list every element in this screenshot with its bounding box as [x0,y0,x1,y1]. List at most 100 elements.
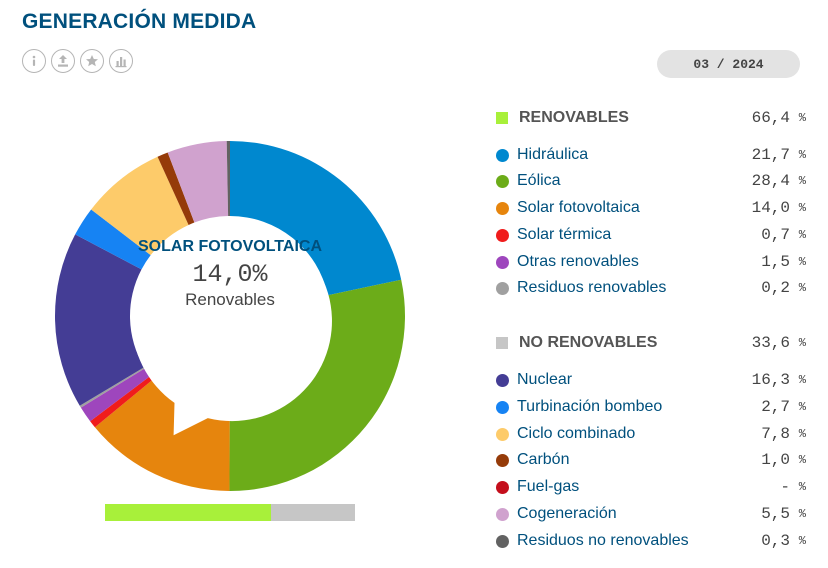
legend-unit: % [798,201,806,215]
page-title: GENERACIÓN MEDIDA [22,10,257,33]
info-icon[interactable] [22,49,46,73]
donut-slice-residuos-no-renovables[interactable] [226,141,230,217]
legend-swatch [496,337,508,349]
legend-group-non-renewables[interactable]: NO RENOVABLES 33,6 % [496,331,806,355]
legend-dot [496,228,509,242]
legend-dot [496,480,509,494]
legend-unit: % [798,228,806,242]
legend-item-label: Solar fotovoltaica [517,199,640,216]
legend-unit: % [798,480,806,494]
highlight-bubble [131,221,332,436]
favorite-star-icon[interactable] [80,49,104,73]
legend-item-residuos-renovables[interactable]: Residuos renovables 0,2 % [496,276,806,300]
highlight-label: SOLAR FOTOVOLTAICA [138,238,322,255]
legend-item-value: 1,5 [761,253,790,271]
legend-unit: % [798,453,806,467]
legend-item-ciclo-combinado[interactable]: Ciclo combinado 7,8 % [496,422,806,446]
legend-group-label: RENOVABLES [519,109,629,126]
legend-item-value: - [780,478,790,496]
legend-item-value: 16,3 [751,371,790,389]
legend-unit: % [798,111,806,125]
legend-item-fuel-gas[interactable]: Fuel-gas - % [496,475,806,499]
legend-dot [496,400,509,414]
donut-slice-solar-fotovoltaica[interactable] [94,379,230,491]
donut-slice-eolica[interactable] [229,279,405,491]
donut-slice-cogeneracion[interactable] [167,141,229,223]
legend-item-otras-renovables[interactable]: Otras renovables 1,5 % [496,250,806,274]
legend-dot [496,534,509,548]
legend-unit: % [798,507,806,521]
legend-dot [496,201,509,215]
legend-item-label: Fuel-gas [517,478,580,495]
legend-item-value: 5,5 [761,505,790,523]
legend-dot [496,255,509,269]
legend-item-label: Eólica [517,172,561,189]
donut-slice-carbon[interactable] [157,152,195,225]
legend-item-label: Turbinación bombeo [517,398,663,415]
legend-group-renewables[interactable]: RENOVABLES 66,4 % [496,106,806,130]
legend-unit: % [798,534,806,548]
legend-item-label: Residuos renovables [517,279,667,296]
download-icon[interactable] [51,49,75,73]
renewable-share-bar [105,504,355,521]
legend-item-residuos-no-renovables[interactable]: Residuos no renovables 0,3 % [496,529,806,553]
donut-slice-solar-termica[interactable] [90,376,153,428]
legend-dot [496,373,509,387]
legend-item-turbinacion-bombeo[interactable]: Turbinación bombeo 2,7 % [496,395,806,419]
legend-item-value: 0,3 [761,532,790,550]
legend-group-label: NO RENOVABLES [519,334,658,351]
legend-unit: % [798,255,806,269]
donut-slice-hidraulica[interactable] [230,141,402,296]
legend-unit: % [798,336,806,350]
legend-item-value: 28,4 [751,172,790,190]
legend-item-value: 7,8 [761,425,790,443]
legend-item-solar-fotovoltaica[interactable]: Solar fotovoltaica 14,0 % [496,196,806,220]
donut-slice-turbinacion-bombeo[interactable] [75,209,151,270]
legend-dot [496,453,509,467]
chart-icon[interactable] [109,49,133,73]
donut-slice-residuos-renovables[interactable] [79,367,145,408]
highlight-value: 14,0% [192,260,268,289]
share-bar-non-renewable [271,504,355,521]
legend-swatch [496,112,508,124]
legend-dot [496,507,509,521]
legend-item-value: 1,0 [761,451,790,469]
highlight-bubble-text: SOLAR FOTOVOLTAICA 14,0% Renovables [128,238,332,310]
legend-dot [496,427,509,441]
legend-unit: % [798,427,806,441]
legend-item-value: 14,0 [751,199,790,217]
legend-unit: % [798,174,806,188]
legend-unit: % [798,373,806,387]
legend-item-hidraulica[interactable]: Hidráulica 21,7 % [496,143,806,167]
donut-slice-ciclo-combinado[interactable] [91,156,189,256]
legend-item-label: Otras renovables [517,253,639,270]
legend-item-label: Carbón [517,451,570,468]
legend-item-solar-termica[interactable]: Solar térmica 0,7 % [496,223,806,247]
legend-item-label: Ciclo combinado [517,425,636,442]
legend-item-eolica[interactable]: Eólica 28,4 % [496,169,806,193]
legend-item-value: 0,2 [761,279,790,297]
date-selector[interactable]: 03 / 2024 [657,50,800,78]
legend-item-nuclear[interactable]: Nuclear 16,3 % [496,368,806,392]
legend-item-cogeneracion[interactable]: Cogeneración 5,5 % [496,502,806,526]
legend-group-value: 33,6 [751,334,790,352]
legend-item-label: Residuos no renovables [517,532,689,549]
donut-slice-otras-renovables[interactable] [80,368,151,422]
legend-item-carbon[interactable]: Carbón 1,0 % [496,448,806,472]
legend-item-label: Cogeneración [517,505,617,522]
legend-dot [496,281,509,295]
legend-dot [496,148,509,162]
legend-unit: % [798,281,806,295]
donut-slice-nuclear[interactable] [55,234,145,406]
highlight-group: Renovables [185,290,275,309]
legend-item-label: Solar térmica [517,226,612,243]
legend-unit: % [798,400,806,414]
legend-item-value: 21,7 [751,146,790,164]
share-bar-renewable [105,504,271,521]
legend-item-value: 0,7 [761,226,790,244]
legend-unit: % [798,148,806,162]
toolbar [22,49,133,73]
legend-dot [496,174,509,188]
legend-item-label: Hidráulica [517,146,589,163]
